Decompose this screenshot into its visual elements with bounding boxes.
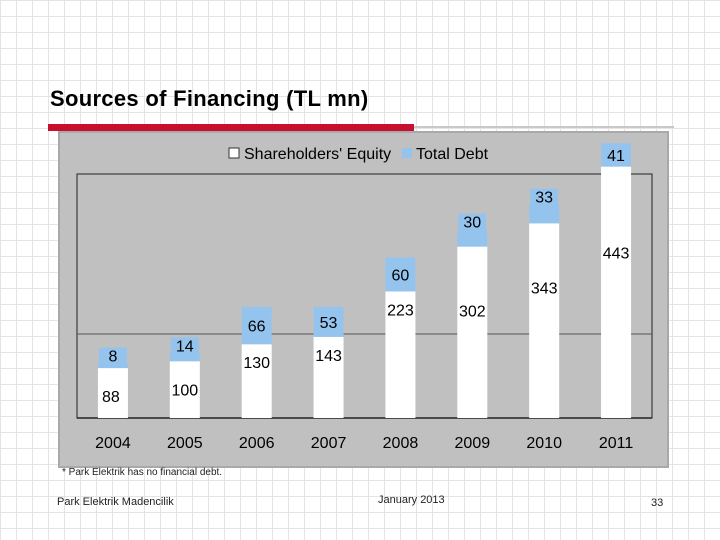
bar-equity-2005	[169, 361, 200, 418]
data-label-bg-debt-2007	[314, 313, 343, 332]
footer-company: Park Elektrik Madencilik	[57, 496, 174, 508]
bar-equity-2010	[529, 223, 560, 418]
bar-equity-2007	[313, 336, 344, 418]
bar-equity-2004	[97, 368, 128, 418]
data-label-equity-2006: 130	[243, 355, 270, 372]
data-label-debt-2005: 14	[176, 338, 194, 355]
data-label-debt-2009: 30	[463, 215, 481, 232]
footer-date: January 2013	[378, 494, 445, 506]
data-label-equity-2010: 343	[531, 280, 558, 297]
data-label-debt-2006: 66	[248, 318, 266, 335]
data-label-bg-debt-2008	[386, 266, 415, 285]
data-label-bg-debt-2009	[458, 213, 487, 232]
page-number: 33	[651, 497, 664, 509]
data-label-debt-2010: 33	[535, 190, 553, 207]
bar-equity-2011	[601, 166, 632, 418]
x-tick-label-2006: 2006	[239, 435, 275, 452]
x-tick-label-2011: 2011	[599, 435, 634, 452]
bar-debt-2005	[169, 353, 200, 362]
bar-debt-2010	[529, 204, 560, 224]
bar-debt-2004	[97, 363, 128, 369]
footnote: * Park Elektrik has no financial debt.	[62, 467, 223, 478]
title-divider	[414, 126, 674, 128]
data-label-debt-2007: 53	[320, 315, 338, 332]
data-label-bg-debt-2006	[242, 317, 271, 336]
data-label-equity-2007: 143	[315, 348, 342, 365]
data-label-equity-2008: 223	[387, 302, 414, 319]
data-label-debt-2011: 41	[607, 148, 625, 165]
data-label-debt-2008: 60	[392, 267, 410, 284]
x-tick-label-2005: 2005	[167, 435, 203, 452]
x-tick-label-2009: 2009	[455, 435, 491, 452]
x-tick-label-2007: 2007	[311, 435, 347, 452]
x-tick-label-2008: 2008	[383, 435, 419, 452]
legend-swatch-debt	[402, 148, 412, 158]
data-label-bg-debt-2011	[602, 146, 631, 165]
bar-equity-2009	[457, 246, 488, 418]
legend-label-debt: Total Debt	[416, 146, 489, 163]
title-accent-rule	[48, 124, 414, 131]
data-label-bg-debt-2005	[170, 337, 199, 356]
data-label-equity-2011: 443	[603, 246, 630, 263]
legend-label-equity: Shareholders' Equity	[244, 146, 391, 163]
x-tick-label-2004: 2004	[95, 435, 131, 452]
data-label-bg-debt-2004	[98, 347, 127, 366]
data-label-equity-2004: 88	[102, 389, 120, 406]
data-label-equity-2009: 302	[459, 304, 486, 321]
legend-swatch-equity	[228, 147, 240, 159]
slide-title: Sources of Financing (TL mn)	[50, 86, 369, 111]
data-label-debt-2004: 8	[108, 349, 117, 366]
bar-debt-2009	[457, 229, 488, 247]
bar-equity-2006	[241, 344, 272, 418]
plot-area	[76, 173, 653, 419]
data-label-equity-2005: 100	[171, 382, 198, 399]
x-tick-label-2010: 2010	[526, 435, 562, 452]
data-label-bg-debt-2010	[530, 188, 559, 207]
bar-equity-2008	[385, 291, 416, 418]
